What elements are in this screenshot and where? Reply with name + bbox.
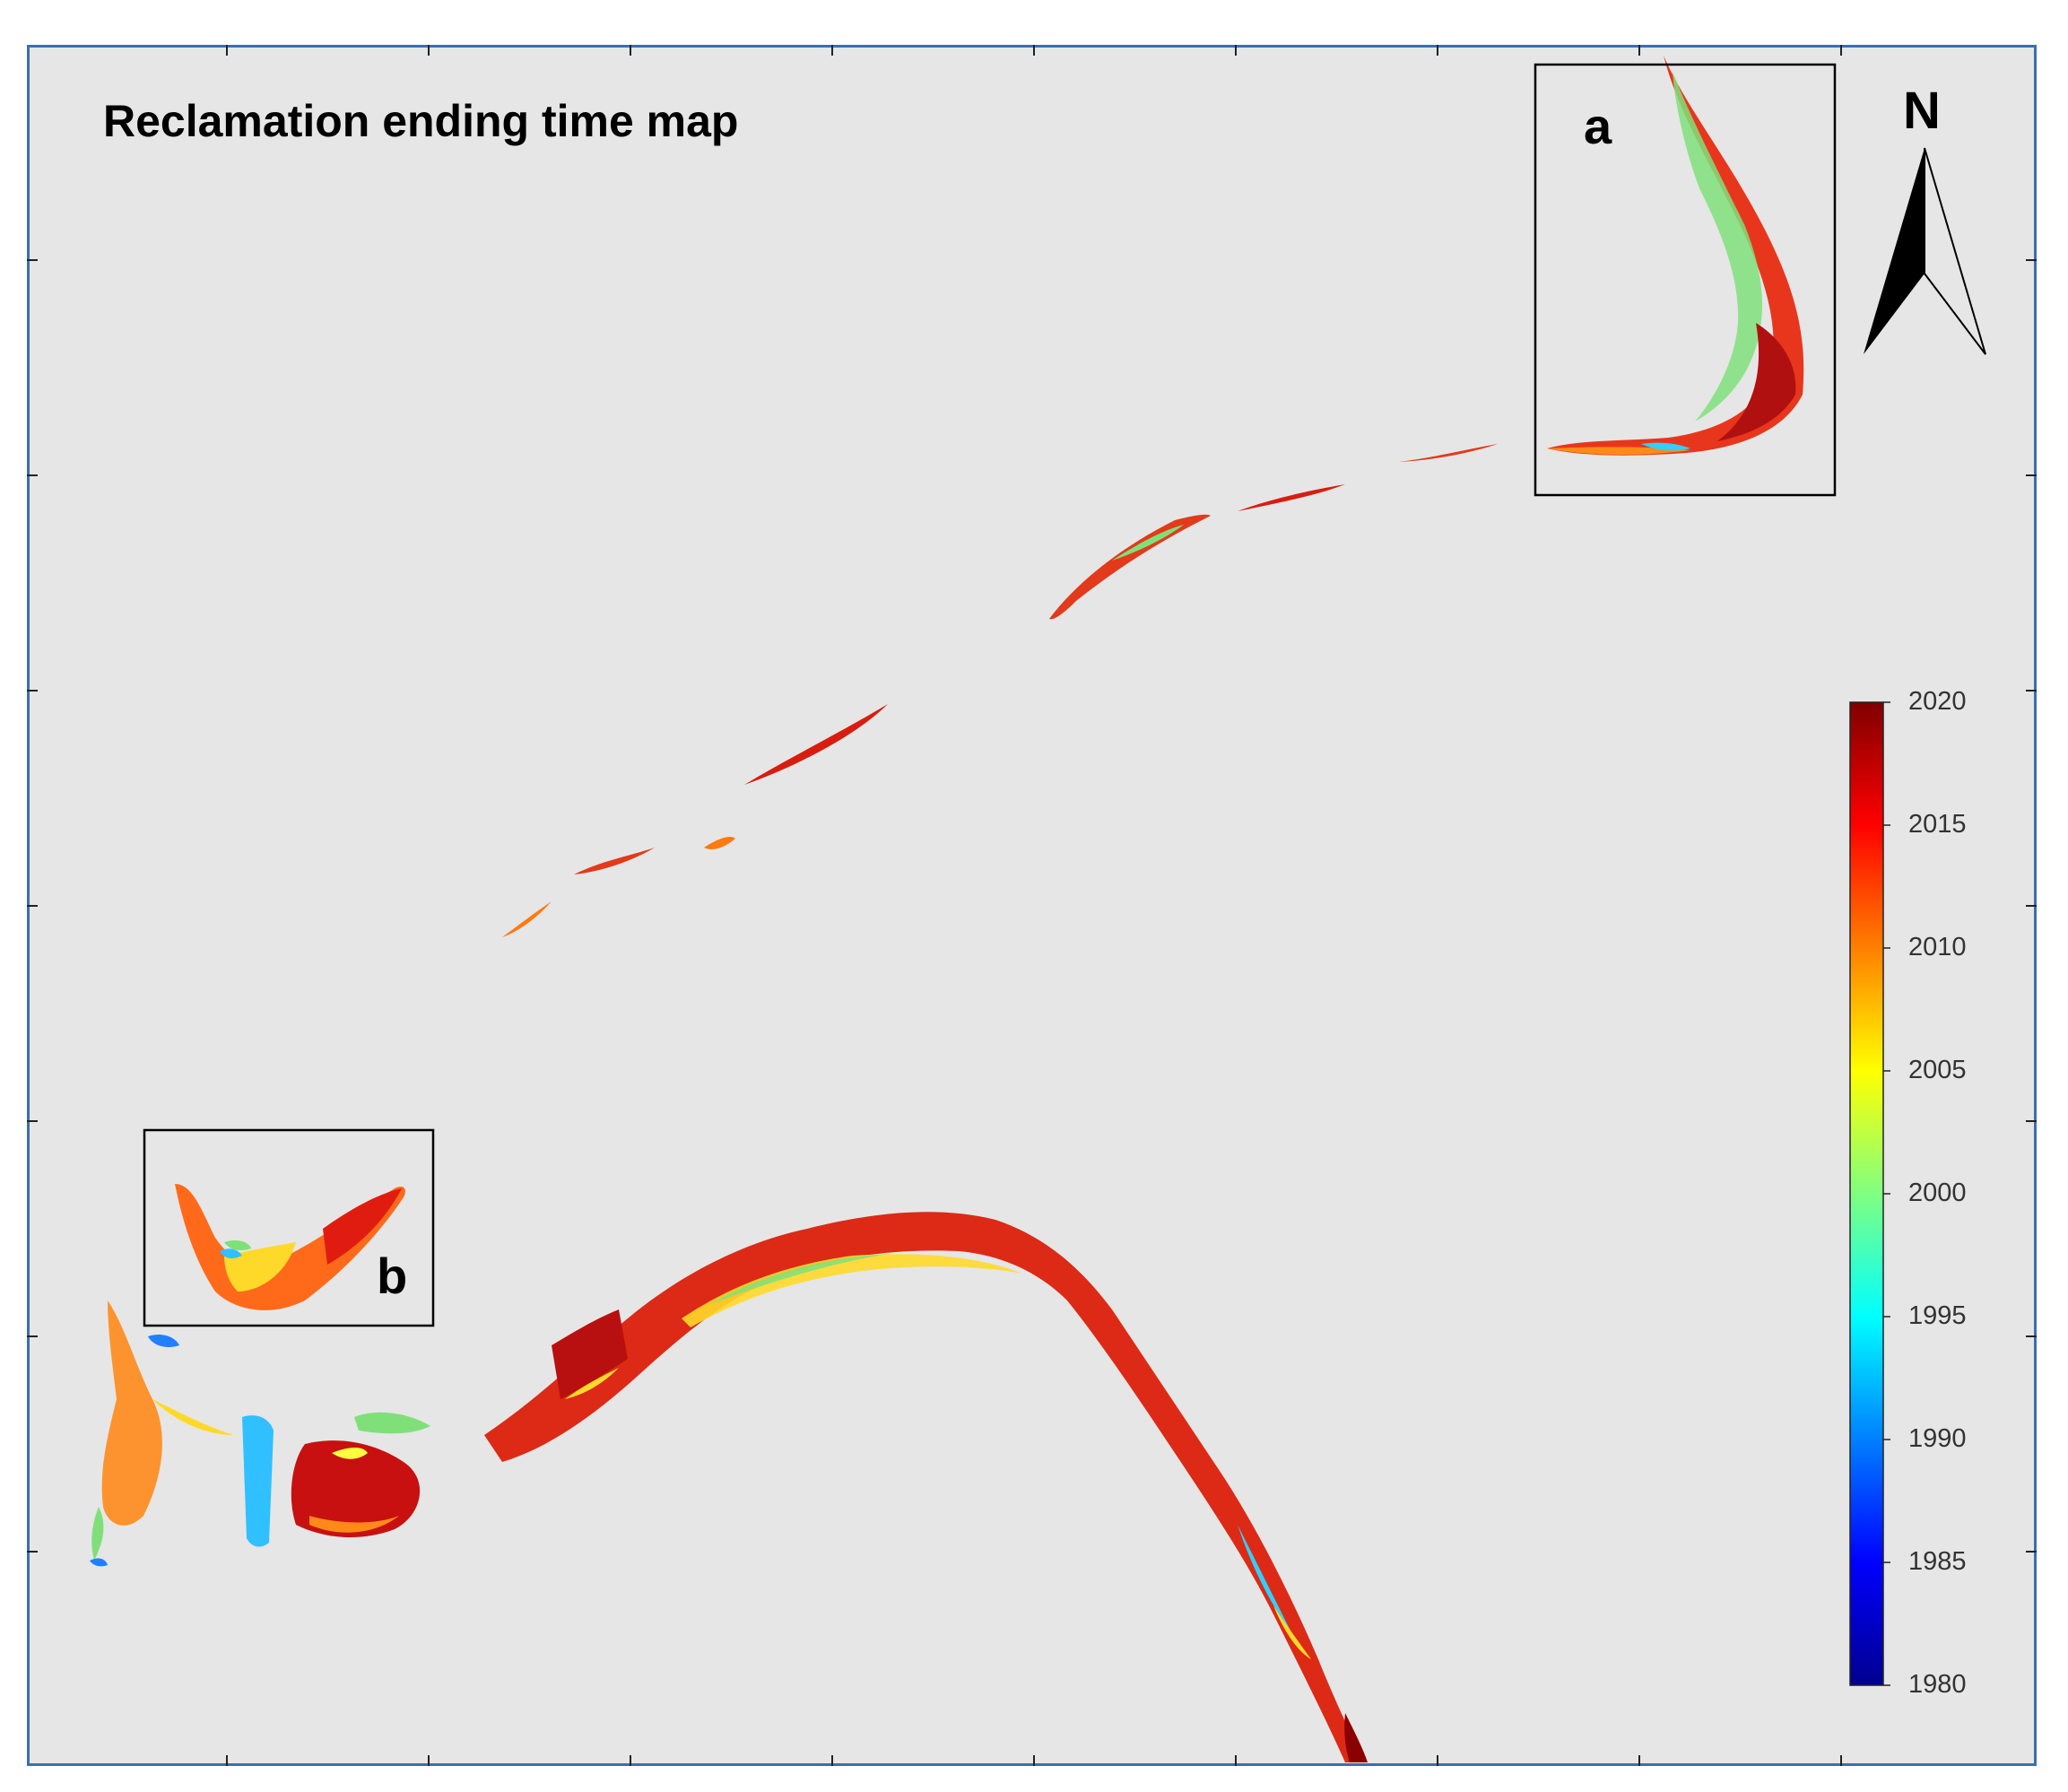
colorbar-ticks bbox=[1883, 701, 1890, 1686]
north-label: N bbox=[1903, 82, 1941, 140]
map-title: Reclamation ending time map bbox=[103, 96, 739, 146]
inset-b-content bbox=[175, 1184, 405, 1310]
colorbar-tick-label: 1995 bbox=[1908, 1301, 1967, 1330]
reclamation-area-south bbox=[484, 1212, 1368, 1762]
colorbar-tick-label: 1985 bbox=[1908, 1547, 1967, 1576]
reclamation-area-fragments bbox=[502, 444, 1498, 937]
reclamation-area-north bbox=[1547, 56, 1804, 456]
inset-b-box bbox=[143, 1128, 435, 1327]
inset-a-box bbox=[1534, 63, 1837, 497]
colorbar-tick-label: 2015 bbox=[1908, 810, 1967, 839]
reclamation-area-west bbox=[90, 1301, 430, 1567]
colorbar-tick-label: 2005 bbox=[1908, 1056, 1967, 1084]
north-arrow-icon bbox=[1864, 147, 1986, 355]
colorbar-tick-label: 1990 bbox=[1908, 1424, 1967, 1453]
axis-ticks bbox=[27, 45, 2037, 1766]
inset-b-label: b bbox=[377, 1248, 408, 1304]
colorbar-tick-label: 2000 bbox=[1908, 1179, 1967, 1207]
colorbar-tick-label: 2010 bbox=[1908, 933, 1967, 961]
colorbar bbox=[1849, 701, 1884, 1686]
inset-a-label: a bbox=[1584, 98, 1612, 154]
colorbar-tick-label: 1980 bbox=[1908, 1670, 1967, 1699]
colorbar-tick-label: 2020 bbox=[1908, 687, 1967, 716]
